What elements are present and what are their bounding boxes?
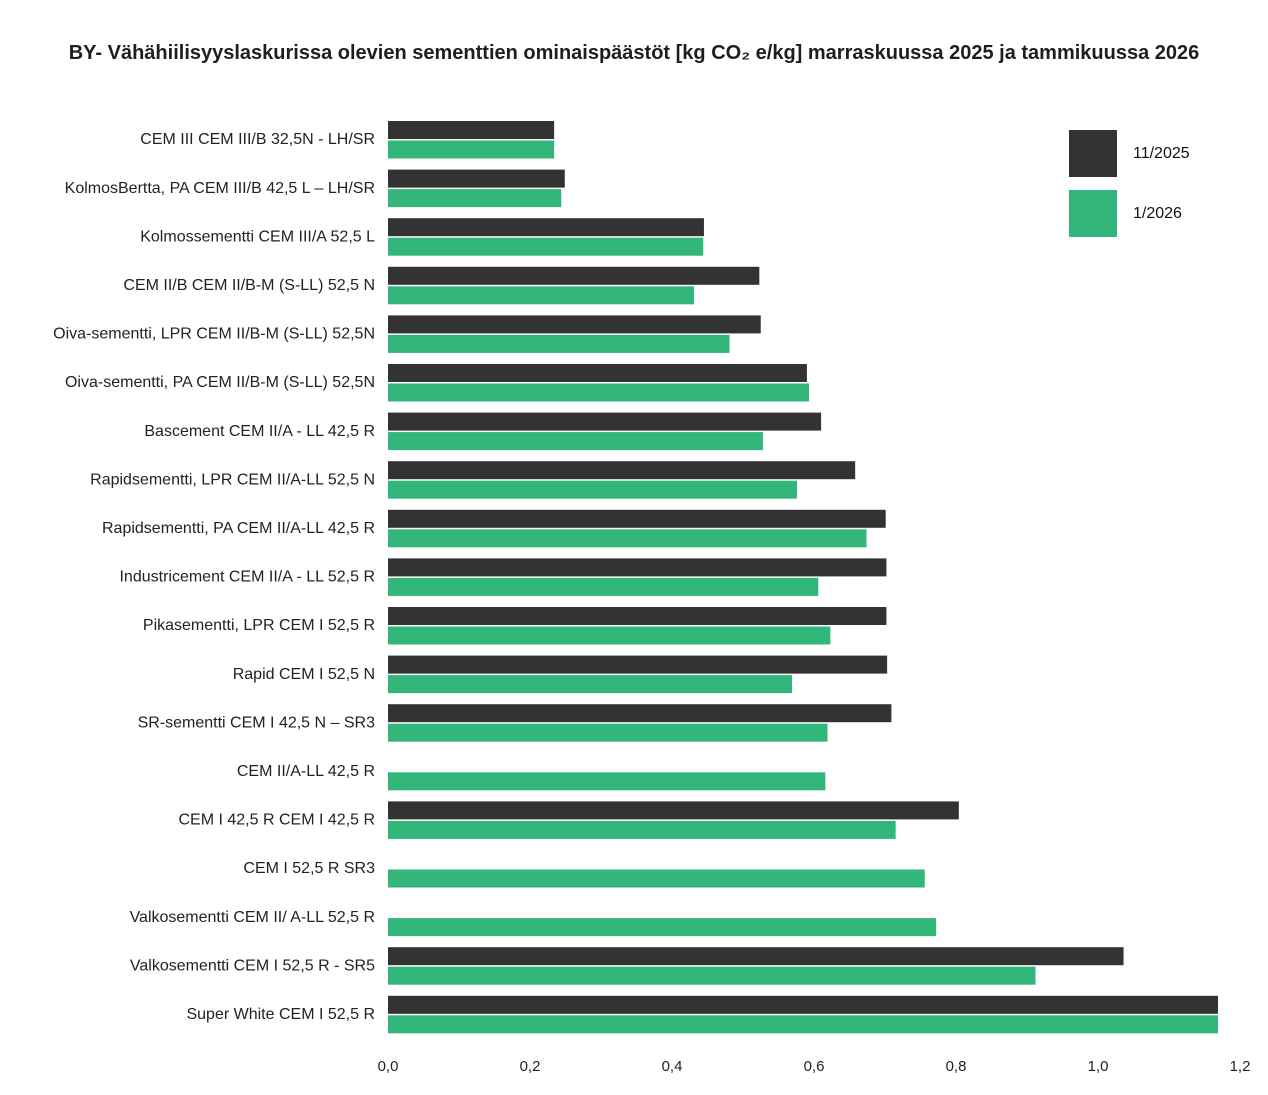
bar-1-2026 (388, 286, 695, 305)
bar-1-2026 (388, 237, 704, 256)
legend-swatch (1069, 130, 1117, 177)
bar-11-2025 (388, 315, 761, 334)
category-label: Super White CEM I 52,5 R (186, 1006, 375, 1023)
category-label: Kolmossementti CEM III/A 52,5 L (140, 228, 375, 245)
bar-11-2025 (388, 509, 886, 528)
bar-11-2025 (388, 169, 565, 188)
x-tick-label: 1,0 (1088, 1058, 1109, 1075)
category-label: CEM II/A-LL 42,5 R (237, 763, 375, 780)
bar-1-2026 (388, 626, 831, 645)
bar-11-2025 (388, 121, 555, 139)
x-tick-label: 0,0 (378, 1058, 399, 1075)
category-label: CEM I 52,5 R SR3 (243, 860, 375, 877)
bar-1-2026 (388, 432, 763, 451)
bar-11-2025 (388, 995, 1218, 1014)
bar-11-2025 (388, 364, 807, 382)
bar-1-2026 (388, 529, 867, 548)
legend-label: 11/2025 (1133, 145, 1190, 162)
bar-1-2026 (388, 772, 826, 791)
bar-11-2025 (388, 218, 704, 237)
bar-11-2025 (388, 461, 856, 480)
category-label: SR-sementti CEM I 42,5 N – SR3 (138, 714, 376, 731)
bar-11-2025 (388, 412, 822, 431)
chart-title: BY- Vähähiilisyyslaskurissa olevien seme… (68, 42, 1200, 64)
bar-11-2025 (388, 558, 887, 577)
x-tick-label: 0,6 (804, 1058, 825, 1075)
category-label: Pikasementti, LPR CEM I 52,5 R (143, 617, 375, 634)
bar-11-2025 (388, 947, 1124, 966)
category-label: Rapidsementti, PA CEM II/A-LL 42,5 R (102, 520, 375, 537)
bar-1-2026 (388, 577, 819, 596)
x-tick-label: 0,8 (946, 1058, 967, 1075)
category-label: Valkosementti CEM I 52,5 R - SR5 (130, 957, 375, 974)
bar-1-2026 (388, 140, 555, 159)
bar-1-2026 (388, 383, 810, 402)
category-label: Valkosementti CEM II/ A-LL 52,5 R (130, 909, 375, 926)
bar-1-2026 (388, 189, 562, 208)
category-label: Oiva-sementti, PA CEM II/B-M (S-LL) 52,5… (65, 374, 375, 391)
x-tick-label: 1,2 (1230, 1058, 1251, 1075)
x-tick-label: 0,4 (662, 1058, 683, 1075)
x-tick-label: 0,2 (520, 1058, 541, 1075)
bar-11-2025 (388, 607, 887, 625)
legend-label: 1/2026 (1133, 205, 1182, 222)
bar-1-2026 (388, 675, 792, 694)
legend-swatch (1069, 190, 1117, 237)
category-label: CEM I 42,5 R CEM I 42,5 R (178, 812, 375, 829)
bar-1-2026 (388, 334, 730, 353)
category-label: Bascement CEM II/A - LL 42,5 R (144, 423, 375, 440)
bar-11-2025 (388, 801, 959, 820)
bar-1-2026 (388, 966, 1036, 985)
bar-1-2026 (388, 480, 797, 499)
bar-11-2025 (388, 266, 760, 285)
category-label: CEM II/B CEM II/B-M (S-LL) 52,5 N (123, 277, 375, 294)
category-label: KolmosBertta, PA CEM III/B 42,5 L – LH/S… (65, 180, 375, 197)
category-label: CEM III CEM III/B 32,5N - LH/SR (140, 131, 375, 148)
category-label: Rapidsementti, LPR CEM II/A-LL 52,5 N (90, 471, 375, 488)
category-label: Rapid CEM I 52,5 N (233, 666, 375, 683)
bar-1-2026 (388, 869, 925, 888)
bar-11-2025 (388, 655, 888, 674)
bar-1-2026 (388, 1015, 1218, 1034)
category-label: Oiva-sementti, LPR CEM II/B-M (S-LL) 52,… (53, 326, 375, 343)
bar-1-2026 (388, 820, 896, 839)
bar-1-2026 (388, 723, 828, 742)
bar-11-2025 (388, 704, 892, 723)
bar-1-2026 (388, 918, 937, 937)
category-label: Industricement CEM II/A - LL 52,5 R (119, 569, 375, 586)
